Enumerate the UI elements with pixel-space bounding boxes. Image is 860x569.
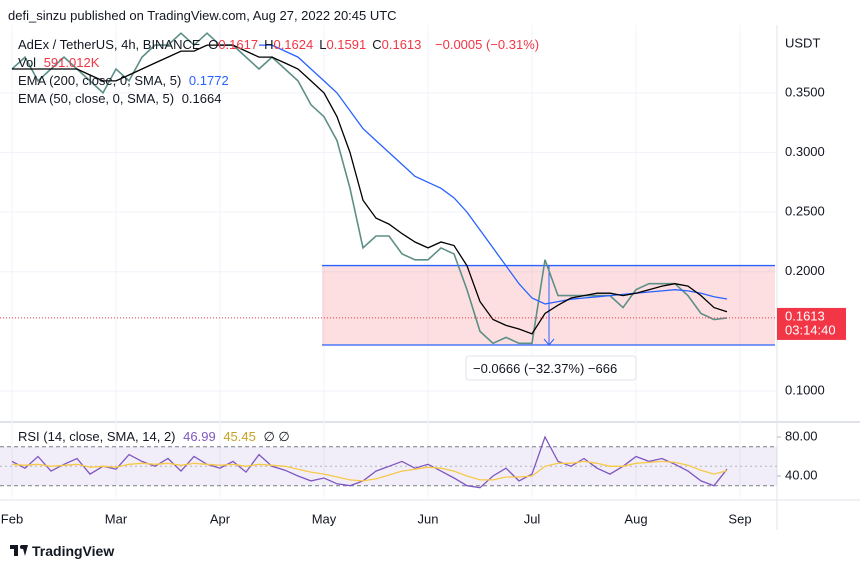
legend-row: AdEx / TetherUS, 4h, BINANCE O0.1617 H0.1… (18, 37, 543, 52)
x-tick-label: Jun (418, 511, 439, 526)
x-tick-label: Apr (210, 511, 231, 526)
y-tick-label: 0.1000 (785, 382, 825, 397)
measure-arrow-head (543, 338, 555, 346)
volume: 591.012K (43, 55, 100, 70)
logo (10, 545, 28, 556)
x-tick-label: Feb (1, 511, 23, 526)
ohlc-label: L (319, 37, 327, 52)
y-tick-label: 0.2500 (785, 204, 825, 219)
symbol: AdEx / TetherUS, 4h, BINANCE (18, 37, 201, 52)
series-line (11, 435, 728, 489)
legend-value: 46.99 (183, 429, 216, 444)
ohlc-value: 0.1624 (273, 37, 314, 52)
ohlc-label: C (372, 37, 382, 52)
series-line (11, 460, 728, 482)
y-tick-label: 40.00 (785, 467, 818, 482)
flags: ∅ ∅ (263, 429, 290, 444)
price-label: 0.1613 (785, 308, 825, 323)
y-tick-label: 0.2000 (785, 263, 825, 278)
x-tick-label: Aug (624, 511, 647, 526)
legend-entry: EMA (50, close, 0, SMA, 5) (18, 91, 175, 106)
x-tick-label: Jul (524, 511, 541, 526)
legend-row: RSI (14, close, SMA, 14, 2) 46.99 45.45 … (18, 429, 294, 445)
x-tick-label: May (312, 511, 337, 526)
header: defi_sinzu published on TradingView.com,… (8, 8, 397, 23)
ohlc-value: 0.1617 (218, 37, 259, 52)
series-line (12, 44, 728, 335)
x-tick-label: Sep (728, 511, 751, 526)
rsi-title: RSI (14, close, SMA, 14, 2) (18, 429, 176, 444)
change: −0.0005 (−0.31%) (435, 37, 540, 52)
measure-label: −0.0666 (−32.37%) −666 (473, 361, 618, 376)
y-tick-label: 0.3500 (785, 84, 825, 99)
legend-row: EMA (50, close, 0, SMA, 5) 0.1664 (18, 91, 225, 106)
ohlc-value: 0.1591 (326, 37, 367, 52)
legend-value: 0.1664 (181, 91, 222, 106)
series-line (259, 44, 728, 305)
legend-value: 0.1772 (188, 73, 229, 88)
legend-row: EMA (200, close, 0, SMA, 5) 0.1772 (18, 73, 233, 88)
y-tick-label: 80.00 (785, 428, 818, 443)
ohlc-label: H (264, 37, 274, 52)
countdown: 03:14:40 (785, 322, 836, 337)
axis-title: USDT (785, 35, 820, 50)
ohlc: O0.1617 H0.1624 L0.1591 C0.1613 (208, 37, 427, 52)
measure-box (465, 355, 637, 381)
price-label-box (777, 307, 846, 340)
footer: TradingView (32, 543, 115, 559)
x-tick-label: Mar (105, 511, 128, 526)
legend-value: 45.45 (223, 429, 256, 444)
legend-row: Vol 591.012K (18, 55, 103, 70)
volume-label: Vol (18, 55, 37, 70)
y-tick-label: 0.3000 (785, 144, 825, 159)
legend-entry: EMA (200, close, 0, SMA, 5) (18, 73, 182, 88)
ohlc-label: O (208, 37, 219, 52)
ohlc-value: 0.1613 (381, 37, 422, 52)
